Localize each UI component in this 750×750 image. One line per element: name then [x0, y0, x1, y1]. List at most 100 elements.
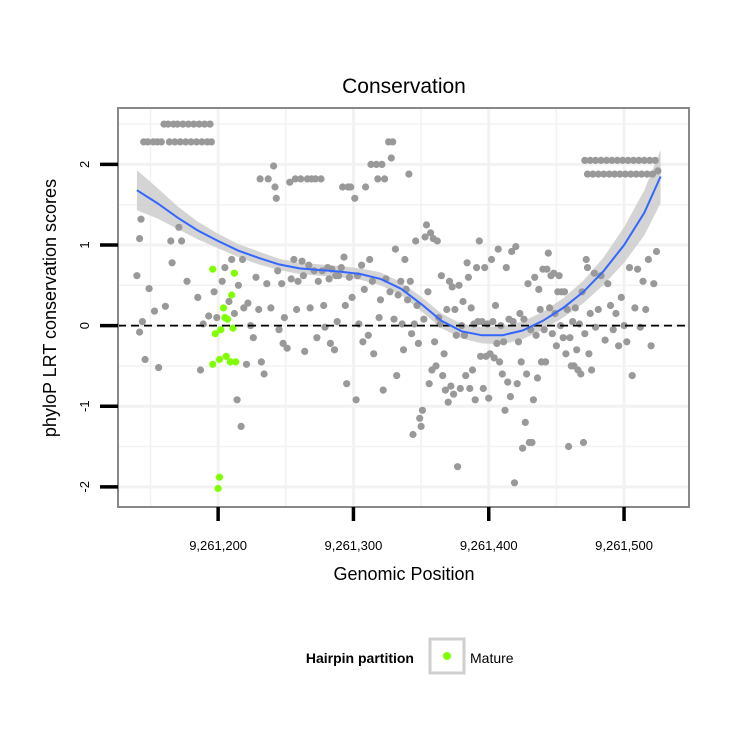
- point-other: [543, 265, 551, 273]
- point-other: [348, 293, 356, 301]
- point-other: [176, 138, 184, 146]
- point-other: [629, 156, 638, 164]
- point-mature: [230, 269, 238, 277]
- y-tick-label: 1: [77, 241, 92, 248]
- point-other: [144, 138, 152, 146]
- point-other: [594, 305, 602, 314]
- smooth-confidence-band: [136, 149, 661, 345]
- point-other: [573, 346, 581, 354]
- point-other: [190, 120, 198, 128]
- point-other: [559, 334, 567, 342]
- point-other: [536, 305, 544, 314]
- point-other: [299, 272, 307, 280]
- point-other: [335, 272, 343, 280]
- point-other: [274, 267, 282, 275]
- point-other: [233, 396, 241, 404]
- point-other: [260, 370, 268, 378]
- point-other: [600, 170, 608, 178]
- point-other: [242, 360, 251, 368]
- point-other: [489, 318, 497, 326]
- point-other: [210, 288, 218, 296]
- point-other: [535, 285, 543, 293]
- point-other: [306, 304, 314, 312]
- point-other: [468, 366, 477, 374]
- point-other: [330, 346, 339, 354]
- point-other: [320, 301, 328, 310]
- point-other: [370, 350, 378, 358]
- point-other: [579, 438, 588, 447]
- point-other: [588, 366, 596, 374]
- point-other: [184, 120, 192, 128]
- point-other: [650, 280, 658, 288]
- point-other: [165, 138, 173, 146]
- point-other: [271, 183, 279, 191]
- point-other: [619, 156, 627, 164]
- point-other: [609, 326, 617, 334]
- point-other: [293, 305, 301, 314]
- point-other: [173, 120, 182, 128]
- point-other: [207, 138, 215, 146]
- point-other: [183, 277, 191, 285]
- point-other: [550, 269, 558, 277]
- point-mature: [209, 360, 217, 368]
- point-other: [221, 264, 229, 272]
- point-other: [651, 156, 659, 164]
- point-other: [374, 175, 382, 183]
- point-other: [477, 352, 485, 360]
- point-other: [433, 237, 441, 245]
- point-other: [249, 334, 257, 342]
- point-other: [577, 370, 585, 378]
- point-other: [644, 255, 653, 264]
- point-other: [376, 296, 385, 304]
- point-other: [359, 338, 367, 346]
- point-other: [431, 338, 439, 346]
- point-other: [455, 281, 463, 289]
- x-tick-label: 9,261,400: [460, 538, 518, 553]
- point-other: [405, 170, 413, 178]
- chart-title: Conservation: [342, 75, 466, 98]
- point-other: [623, 338, 631, 346]
- point-other: [654, 167, 662, 175]
- point-other: [490, 354, 498, 362]
- point-other: [398, 320, 406, 328]
- point-other: [585, 350, 593, 358]
- y-tick-label: 0: [77, 322, 92, 329]
- point-other: [494, 245, 502, 253]
- point-other: [540, 326, 548, 334]
- point-mature: [222, 352, 230, 360]
- point-other: [386, 288, 394, 296]
- point-other: [605, 170, 613, 178]
- point-other: [448, 283, 456, 291]
- point-other: [566, 334, 574, 342]
- point-other: [586, 309, 594, 318]
- point-other: [244, 299, 252, 307]
- point-other: [616, 170, 624, 178]
- point-other: [364, 331, 372, 339]
- point-other: [298, 257, 306, 265]
- point-other: [275, 326, 283, 334]
- point-other: [560, 288, 569, 296]
- point-other: [436, 320, 444, 328]
- point-other: [636, 323, 644, 331]
- point-other: [445, 277, 454, 285]
- point-other: [506, 393, 514, 401]
- point-mature: [232, 358, 240, 366]
- point-other: [228, 255, 236, 264]
- point-other: [509, 318, 517, 326]
- point-other: [393, 372, 401, 380]
- point-other: [512, 243, 520, 251]
- point-other: [404, 296, 412, 304]
- point-other: [378, 160, 386, 168]
- y-tick-label: -1: [77, 400, 92, 412]
- point-other: [409, 430, 417, 439]
- point-other: [372, 160, 380, 168]
- point-other: [390, 315, 398, 323]
- point-other: [485, 394, 493, 402]
- point-other: [301, 347, 309, 355]
- point-other: [358, 261, 366, 269]
- point-other: [314, 277, 322, 285]
- point-other: [164, 120, 172, 128]
- point-other: [528, 438, 536, 447]
- point-other: [583, 264, 592, 272]
- point-other: [463, 259, 471, 267]
